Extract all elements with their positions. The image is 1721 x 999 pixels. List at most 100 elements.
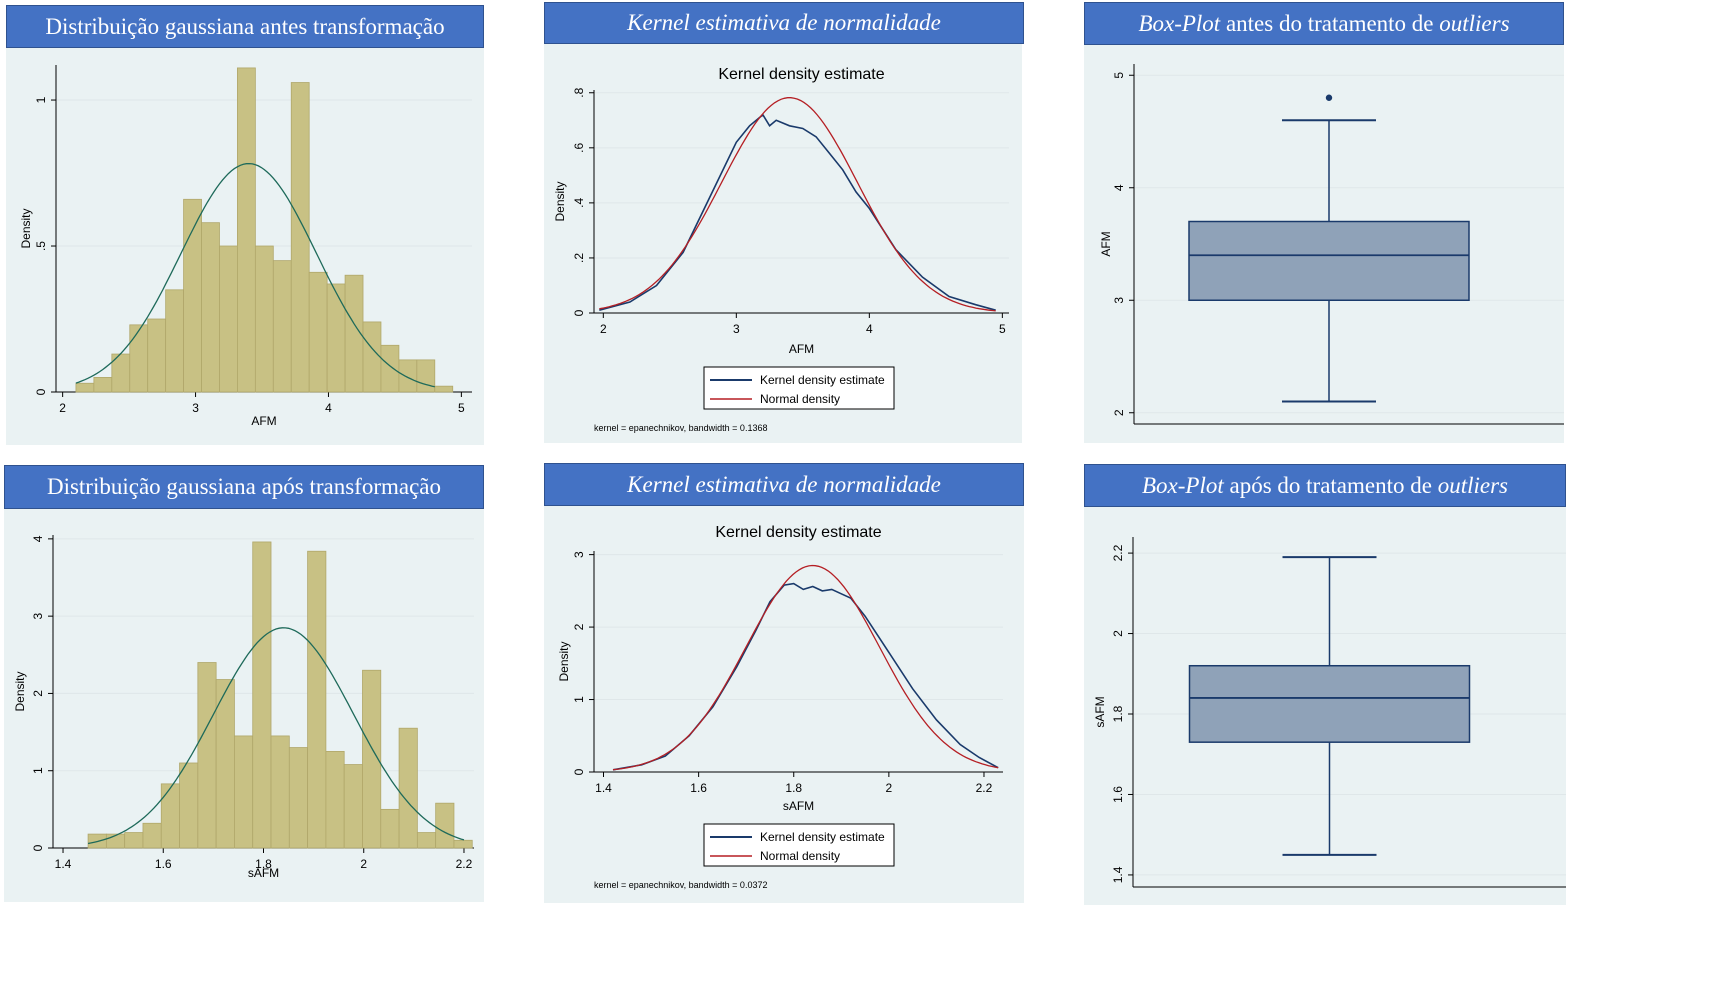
y-tick-label: 0 (572, 768, 586, 775)
panel-title-italic-2: outliers (1439, 10, 1510, 36)
panel-title-italic-1: Box-Plot (1138, 10, 1221, 36)
y-axis-label: Density (553, 181, 567, 221)
x-tick-label: 2 (600, 322, 607, 336)
histogram-bar (380, 344, 400, 393)
legend-normal-label: Normal density (760, 392, 840, 406)
histogram-bar (237, 67, 256, 393)
x-tick-label: 1.8 (255, 857, 272, 871)
panel-title-mid: antes do tratamento de (1220, 10, 1440, 36)
kernel-before-chart: 0 .2 .4 .6 .8 2 3 4 5 AFM Density Kernel density es… (553, 66, 1009, 433)
histogram-bar (362, 669, 382, 849)
panel-kernel-after: Kernel estimativa de normalidade 0 1 2 3 1.4… (544, 463, 1024, 903)
histogram-bar (142, 822, 162, 849)
histogram-bar (160, 783, 180, 849)
x-tick-label: 4 (325, 401, 332, 415)
histogram-bar (165, 289, 184, 393)
histogram-bar (416, 832, 437, 849)
histogram-before-chart: 0 .5 1 2 3 4 5 AFM Density (19, 65, 472, 428)
y-tick-label: .6 (572, 142, 586, 152)
histogram-bar (270, 735, 290, 849)
y-tick-label: .5 (34, 241, 48, 251)
histogram-bar (362, 321, 382, 393)
x-tick-label: 2 (360, 857, 367, 871)
y-axis-label: AFM (1099, 231, 1113, 256)
histogram-bar (380, 808, 400, 849)
panel-title: Box-Plot após do tratamento de outliers (1084, 464, 1566, 507)
normal-density-line (599, 97, 996, 312)
y-tick-label: 1 (572, 696, 586, 703)
panel-title: Kernel estimativa de normalidade (544, 2, 1024, 44)
x-tick-label: 1.6 (690, 781, 707, 795)
histogram-bar (183, 198, 202, 393)
x-tick-label: 2 (59, 401, 66, 415)
x-tick-label: 1.8 (785, 781, 802, 795)
normal-density-curve (87, 627, 465, 845)
y-tick-label: 2 (572, 623, 586, 630)
x-tick-label: 2.2 (456, 857, 473, 871)
x-axis-label: sAFM (783, 799, 814, 813)
y-tick-label: 1.4 (1111, 866, 1125, 883)
y-axis-label: Density (557, 641, 571, 681)
normal-density-curve (75, 162, 435, 388)
histogram-bar (124, 832, 144, 849)
histogram-bar (343, 764, 363, 849)
x-axis-label: sAFM (248, 866, 279, 880)
panel-kernel-before: Kernel estimativa de normalidade 0 .2 .4 .6… (544, 2, 1024, 443)
boxplot-after-chart: 1.4 1.6 1.8 2 2.2 sAFM (1093, 537, 1566, 888)
histogram-bar (234, 735, 254, 849)
y-tick-label: 5 (1112, 72, 1126, 79)
x-tick-label: 2.2 (976, 781, 993, 795)
y-tick-label: .8 (572, 87, 586, 97)
outlier-point (1325, 94, 1333, 101)
y-axis-label: sAFM (1093, 696, 1107, 727)
histogram-bar (201, 222, 220, 393)
panel-title: Distribuição gaussiana antes transformaç… (6, 5, 484, 48)
y-tick-label: 1 (34, 96, 48, 103)
panel-title-mid: após do tratamento de (1223, 472, 1438, 498)
histogram-bar (308, 271, 328, 393)
histogram-bar (290, 82, 310, 393)
histogram-bar (398, 359, 418, 393)
plot-title: Kernel density estimate (718, 66, 884, 83)
histogram-bar (434, 385, 454, 393)
y-tick-label: 3 (1112, 297, 1126, 304)
x-tick-label: 5 (458, 401, 465, 415)
x-axis-label: AFM (251, 414, 276, 428)
y-tick-label: 1.8 (1111, 705, 1125, 722)
y-tick-label: 0 (34, 388, 48, 395)
y-axis-label: Density (19, 208, 33, 248)
y-tick-label: 2 (1111, 630, 1125, 637)
y-tick-label: 2 (1112, 409, 1126, 416)
boxplot-before-chart: 2 3 4 5 AFM (1099, 64, 1564, 425)
legend-normal-label: Normal density (760, 849, 840, 863)
histogram-bar (179, 762, 199, 849)
y-tick-label: 2.2 (1111, 544, 1125, 561)
panel-title: Kernel estimativa de normalidade (544, 463, 1024, 506)
histogram-bar (398, 727, 418, 849)
x-tick-label: 2 (886, 781, 893, 795)
histogram-bar (288, 747, 309, 849)
histogram-bar (326, 283, 346, 393)
panel-title: Distribuição gaussiana após transformaçã… (4, 465, 484, 509)
y-tick-label: 0 (31, 844, 45, 851)
kernel-density-line (599, 113, 996, 311)
y-tick-label: 0 (572, 309, 586, 316)
histogram-bar (147, 318, 167, 393)
panel-box-before: Box-Plot antes do tratamento de outliers… (1084, 2, 1564, 443)
histogram-bar (93, 377, 113, 393)
histogram-bar (272, 260, 292, 393)
histogram-bar (453, 839, 473, 849)
panel-box-after: Box-Plot após do tratamento de outliers … (1084, 464, 1566, 905)
y-axis-label: Density (13, 671, 27, 711)
x-tick-label: 3 (192, 401, 199, 415)
panel-title: Box-Plot antes do tratamento de outliers (1084, 2, 1564, 45)
panel-title-text: Kernel estimativa de normalidade (627, 471, 941, 497)
histogram-bar (197, 662, 217, 849)
histogram-bar (254, 245, 274, 393)
histogram-bar (307, 550, 327, 849)
panel-hist-before: Distribuição gaussiana antes transformaç… (6, 5, 484, 445)
histogram-bar (416, 359, 436, 393)
normal-density-line (612, 564, 999, 771)
x-axis-label: AFM (789, 342, 814, 356)
x-tick-label: 1.6 (155, 857, 172, 871)
